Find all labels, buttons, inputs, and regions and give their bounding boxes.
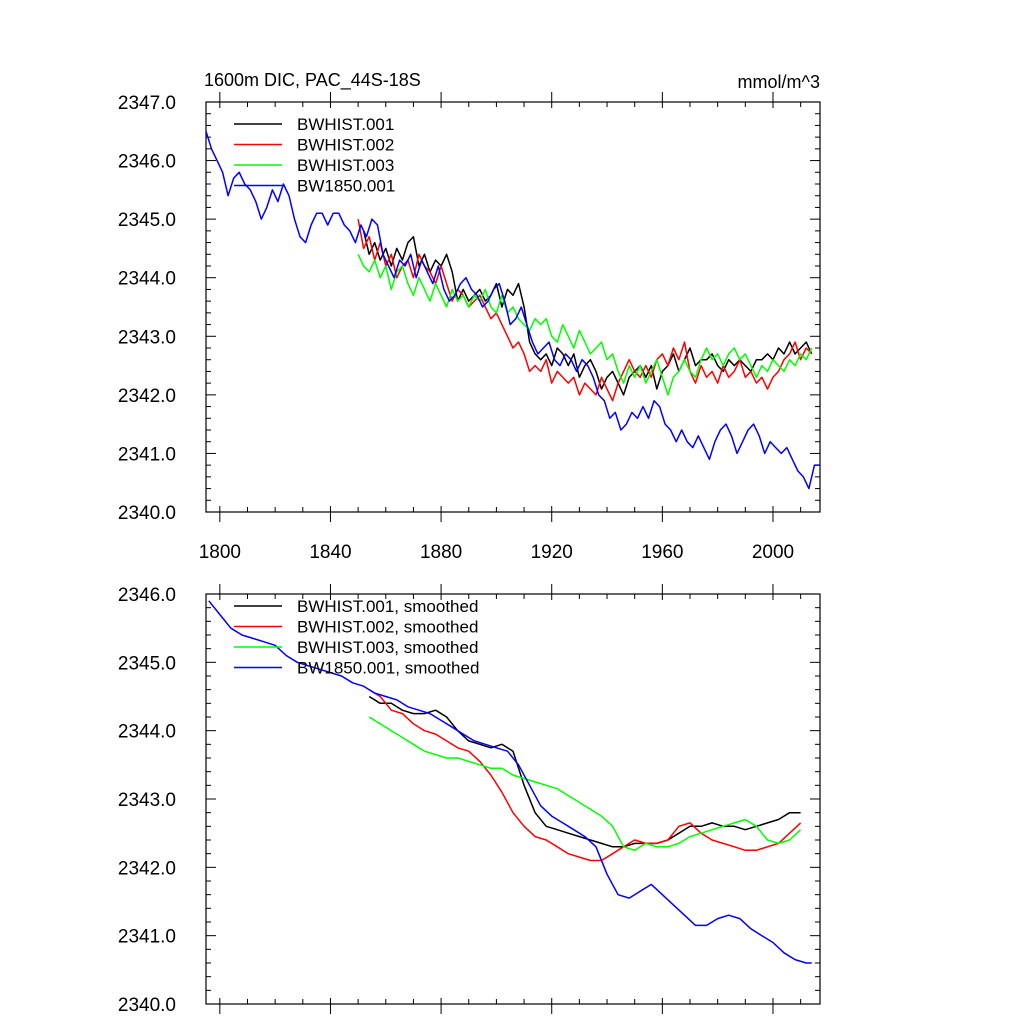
x-tick-label: 1880 [420, 542, 462, 563]
series-line-bwhist-001-smoothed [368, 695, 801, 848]
y-tick-label: 2343.0 [118, 327, 176, 348]
x-tick-label: 1960 [641, 542, 683, 563]
legend-label: BWHIST.002, smoothed [297, 618, 478, 637]
legend-label: BW1850.001, smoothed [297, 659, 479, 678]
y-tick-label: 2342.0 [118, 386, 176, 407]
x-tick-label: 1920 [531, 542, 573, 563]
chart-title: 1600m DIC, PAC_44S-18S [204, 70, 421, 91]
y-tick-label: 2343.0 [118, 790, 176, 811]
series-line-bwhist-002-smoothed [368, 689, 802, 862]
y-tick-label: 2342.0 [118, 858, 176, 879]
y-tick-label: 2341.0 [118, 927, 176, 948]
units-label: mmol/m^3 [738, 72, 820, 92]
legend-label: BWHIST.003, smoothed [297, 638, 478, 657]
plot-frame [205, 101, 821, 513]
series-line-bwhist-003-smoothed [368, 716, 802, 852]
top-panel: 2340.0 2341.0 2342.0 2343.0 2344.0 2345.0 2346… [118, 70, 821, 563]
bottom-panel: 2340.0 2341.0 2342.0 2343.0 2344.0 2345.0 2346… [118, 584, 821, 1016]
series-line-bwhist-001 [362, 230, 813, 396]
x-tick-label: 1840 [309, 542, 351, 563]
legend-label: BW1850.001 [297, 177, 395, 196]
series-line-bwhist-003 [357, 253, 813, 396]
y-tick-label: 2346.0 [118, 585, 176, 606]
y-tick-label: 2341.0 [118, 444, 176, 465]
y-tick-label: 2345.0 [118, 210, 176, 231]
y-tick-label: 2340.0 [118, 503, 176, 524]
y-tick-label: 2346.0 [118, 152, 176, 173]
y-tick-label: 2340.0 [118, 995, 176, 1016]
series-line-bw1850-001 [205, 131, 820, 490]
legend-label: BWHIST.001 [297, 115, 394, 134]
y-tick-label: 2344.0 [118, 269, 176, 290]
legend-label: BWHIST.001, smoothed [297, 597, 478, 616]
x-tick-label: 2000 [752, 542, 794, 563]
legend-label: BWHIST.002 [297, 136, 394, 155]
series-line-bw1850-001-smoothed [208, 600, 812, 964]
y-tick-label: 2345.0 [118, 653, 176, 674]
y-tick-label: 2347.0 [118, 93, 176, 114]
legend-label: BWHIST.003 [297, 156, 394, 175]
y-tick-label: 2344.0 [118, 722, 176, 743]
x-tick-label: 1800 [199, 542, 241, 563]
